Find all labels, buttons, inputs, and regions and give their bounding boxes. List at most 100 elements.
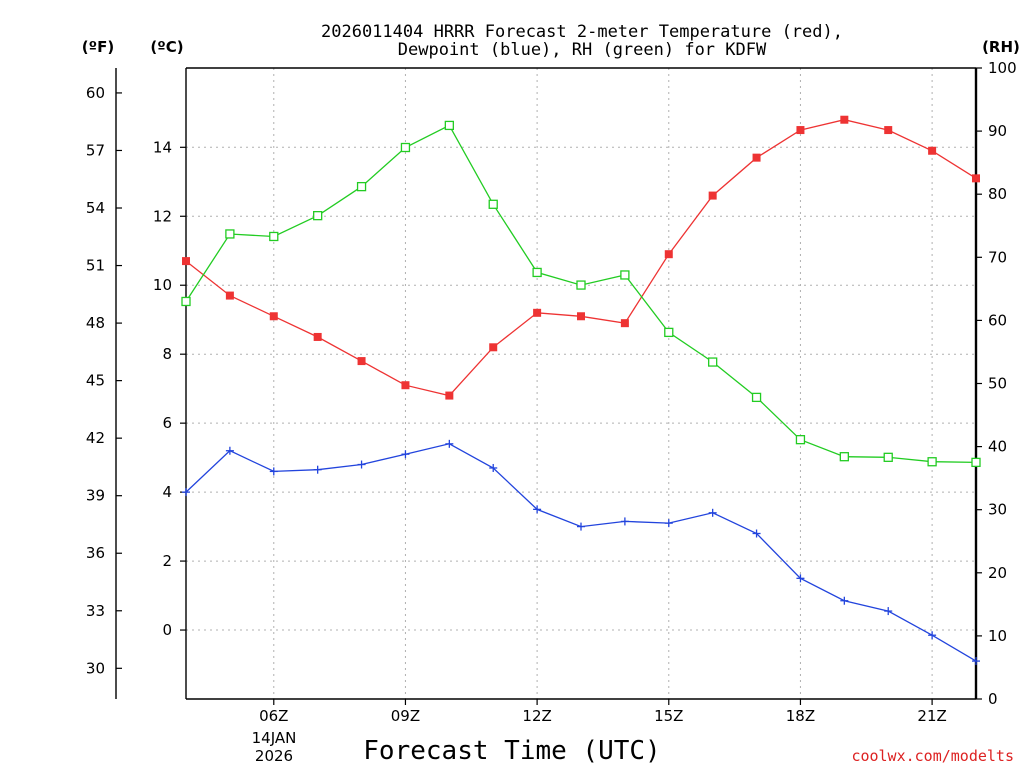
data-point bbox=[225, 229, 235, 239]
data-point bbox=[620, 517, 629, 526]
data-point bbox=[928, 631, 937, 640]
data-point bbox=[664, 519, 673, 528]
data-point bbox=[489, 343, 498, 352]
data-point bbox=[796, 126, 805, 135]
data-point bbox=[928, 146, 937, 155]
series-line bbox=[185, 124, 977, 464]
celsius-tick-label: 2 bbox=[162, 552, 172, 570]
x-tick-label: 12Z bbox=[522, 707, 551, 725]
data-point bbox=[751, 392, 762, 403]
series-2-meter-temperature bbox=[182, 115, 980, 400]
rh-tick-label: 20 bbox=[988, 564, 1007, 582]
data-point bbox=[533, 505, 542, 514]
data-point bbox=[488, 199, 498, 209]
fahrenheit-tick-label: 60 bbox=[86, 84, 105, 102]
series-line bbox=[185, 119, 977, 397]
rh-tick-label: 90 bbox=[988, 122, 1007, 140]
axes bbox=[115, 67, 982, 705]
x-tick-label: 06Z bbox=[259, 707, 288, 725]
data-point bbox=[795, 435, 806, 445]
data-point bbox=[357, 460, 366, 469]
data-point bbox=[752, 153, 761, 162]
data-point bbox=[445, 439, 454, 448]
fahrenheit-tick-label: 33 bbox=[86, 602, 105, 620]
data-point bbox=[620, 319, 629, 328]
celsius-tick-label: 12 bbox=[153, 207, 172, 225]
data-point bbox=[269, 312, 278, 321]
data-point bbox=[972, 657, 980, 666]
data-point bbox=[445, 391, 454, 400]
celsius-tick-label: 6 bbox=[162, 414, 172, 432]
data-point bbox=[840, 115, 849, 124]
fahrenheit-tick-label: 36 bbox=[86, 544, 105, 562]
x-tick-label: 21Z bbox=[917, 707, 946, 725]
data-point bbox=[269, 467, 278, 476]
data-point bbox=[401, 381, 410, 390]
celsius-tick-label: 4 bbox=[162, 483, 172, 501]
series-line bbox=[185, 443, 977, 662]
data-point bbox=[577, 522, 585, 531]
fahrenheit-tick-label: 42 bbox=[86, 429, 105, 447]
data-point bbox=[356, 181, 367, 192]
rh-tick-label: 100 bbox=[988, 59, 1017, 77]
data-point bbox=[269, 231, 279, 242]
data-point bbox=[576, 280, 586, 290]
rh-tick-label: 40 bbox=[988, 438, 1007, 456]
data-point bbox=[400, 142, 411, 153]
fahrenheit-tick-label: 48 bbox=[86, 314, 105, 332]
celsius-unit-label: (ºC) bbox=[150, 38, 183, 56]
data-point bbox=[357, 357, 366, 366]
data-point bbox=[708, 508, 717, 517]
data-point bbox=[972, 174, 980, 183]
rh-tick-label: 80 bbox=[988, 185, 1007, 203]
fahrenheit-tick-label: 54 bbox=[86, 199, 105, 217]
data-point bbox=[752, 529, 761, 538]
celsius-tick-label: 0 bbox=[162, 621, 172, 639]
x-tick-label: 18Z bbox=[786, 707, 815, 725]
fahrenheit-unit-label: (ºF) bbox=[82, 38, 114, 56]
data-point bbox=[971, 457, 981, 468]
data-point bbox=[840, 596, 849, 605]
data-point bbox=[313, 465, 322, 474]
data-point bbox=[664, 327, 674, 338]
data-point bbox=[708, 191, 717, 200]
data-point bbox=[401, 450, 410, 459]
data-point bbox=[620, 270, 630, 280]
data-point bbox=[884, 126, 893, 135]
celsius-tick-label: 8 bbox=[162, 345, 172, 363]
fahrenheit-tick-label: 57 bbox=[86, 141, 105, 159]
rh-tick-label: 60 bbox=[988, 311, 1007, 329]
date-label-day: 14JAN bbox=[252, 729, 297, 747]
data-point bbox=[225, 446, 234, 455]
date-label-year: 2026 bbox=[255, 747, 293, 765]
rh-tick-label: 50 bbox=[988, 375, 1007, 393]
rh-tick-label: 70 bbox=[988, 248, 1007, 266]
chart-title-line-2: Dewpoint (blue), RH (green) for KDFW bbox=[398, 40, 767, 60]
data-point bbox=[884, 607, 893, 616]
data-point bbox=[182, 257, 190, 266]
source-credit: coolwx.com/modelts bbox=[851, 747, 1014, 765]
series-layer bbox=[181, 115, 981, 666]
fahrenheit-tick-label: 51 bbox=[86, 257, 105, 275]
data-point bbox=[839, 452, 849, 462]
data-point bbox=[708, 357, 718, 367]
data-point bbox=[182, 488, 190, 497]
rh-tick-label: 0 bbox=[988, 690, 998, 708]
data-point bbox=[533, 308, 542, 317]
data-point bbox=[444, 120, 454, 131]
series-relative-humidity bbox=[181, 120, 981, 468]
data-point bbox=[796, 574, 805, 583]
x-tick-label: 15Z bbox=[654, 707, 683, 725]
data-point bbox=[664, 250, 673, 259]
tick-labels: 06Z 09Z 12Z 15Z 18Z 21Z 0 2 4 6 8 10 12 14 30 33 36 39 42 4… bbox=[86, 59, 1017, 725]
fahrenheit-tick-label: 39 bbox=[86, 487, 105, 505]
data-point bbox=[181, 296, 191, 307]
rh-tick-label: 30 bbox=[988, 501, 1007, 519]
data-point bbox=[313, 211, 323, 221]
x-axis-title: Forecast Time (UTC) bbox=[363, 736, 660, 766]
rh-tick-label: 10 bbox=[988, 627, 1007, 645]
celsius-tick-label: 10 bbox=[153, 276, 172, 294]
chart-title-line-1: 2026011404 HRRR Forecast 2-meter Tempera… bbox=[321, 22, 843, 42]
data-point bbox=[883, 452, 893, 462]
